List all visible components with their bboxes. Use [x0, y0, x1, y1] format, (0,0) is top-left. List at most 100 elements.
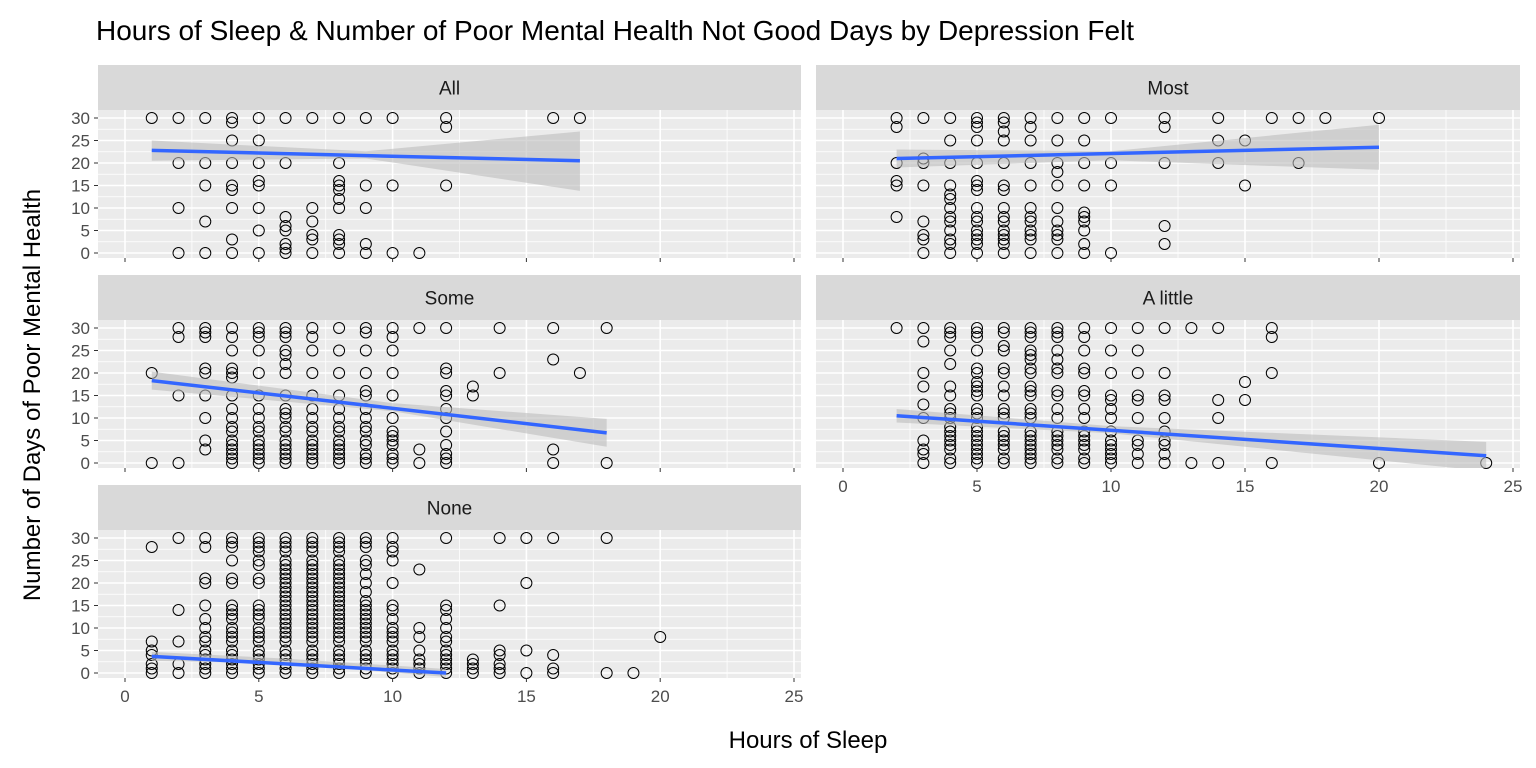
data-point: [359, 599, 372, 612]
x-tick-label: 25: [785, 687, 804, 706]
data-point: [172, 202, 185, 214]
data-point: [226, 667, 239, 679]
data-point: [333, 572, 346, 585]
data-point: [917, 179, 930, 192]
data-point: [172, 532, 185, 544]
data-point: [252, 608, 265, 621]
data-point: [1051, 202, 1064, 214]
data-point: [279, 590, 292, 603]
data-point: [279, 326, 292, 339]
data-point: [333, 112, 346, 124]
facet-panel-some: Some: [98, 275, 801, 469]
x-tick-label: 5: [972, 477, 981, 496]
data-point: [226, 604, 239, 616]
confidence-ribbon: [896, 409, 1487, 468]
data-point: [333, 617, 346, 630]
data-point: [1158, 112, 1171, 124]
y-tick-label: 15: [71, 387, 90, 406]
data-point: [1024, 215, 1037, 228]
data-point: [1078, 134, 1091, 147]
data-point: [226, 439, 239, 451]
data-point: [1105, 367, 1117, 379]
data-point: [944, 247, 957, 259]
data-point: [333, 443, 346, 456]
data-point: [1131, 367, 1144, 379]
data-point: [226, 184, 239, 196]
data-point: [333, 193, 346, 205]
data-point: [493, 667, 506, 679]
data-point: [1051, 367, 1064, 379]
data-point: [199, 599, 212, 612]
data-point: [279, 599, 292, 612]
data-point: [997, 233, 1010, 246]
data-point: [252, 322, 265, 334]
y-axes: 0 5 10 15 20 25 30 0 5 10 15 20 25 30 0 5 10 15 20 25 30: [71, 109, 98, 683]
facet-strip-label: None: [427, 499, 472, 520]
data-point: [1078, 412, 1091, 424]
data-point: [1051, 353, 1064, 366]
data-point: [440, 112, 453, 124]
data-point: [1158, 439, 1171, 451]
data-point: [359, 421, 372, 433]
data-point: [306, 331, 319, 343]
data-point: [226, 434, 239, 447]
data-point: [306, 572, 319, 585]
x-tick-label: 0: [120, 687, 129, 706]
data-point: [917, 443, 930, 456]
data-point: [1131, 412, 1144, 424]
data-point: [440, 385, 453, 397]
y-tick-label: 5: [81, 432, 90, 451]
data-point: [1024, 121, 1037, 133]
data-point: [333, 233, 346, 246]
data-point: [917, 322, 930, 334]
data-point: [359, 344, 372, 357]
data-point: [279, 595, 292, 607]
data-point: [306, 626, 319, 639]
data-point: [440, 425, 453, 438]
data-point: [1024, 353, 1037, 366]
data-point: [547, 532, 560, 544]
data-point: [252, 412, 265, 424]
data-point: [333, 595, 346, 607]
fit-line: [896, 145, 1380, 161]
data-point: [172, 112, 185, 124]
data-point: [493, 532, 506, 544]
data-point: [145, 541, 158, 553]
data-point: [252, 577, 265, 589]
data-point: [997, 125, 1010, 138]
data-point: [1051, 322, 1064, 334]
data-point: [997, 389, 1010, 402]
y-tick-label: 5: [81, 222, 90, 241]
data-point: [252, 403, 265, 415]
data-point: [1292, 112, 1305, 124]
data-point: [226, 425, 239, 438]
data-point: [333, 649, 346, 661]
data-point: [997, 179, 1010, 192]
data-point: [997, 380, 1010, 393]
data-point: [1051, 215, 1064, 228]
data-point: [600, 457, 613, 469]
data-point: [890, 322, 903, 334]
data-point: [1158, 389, 1171, 402]
data-point: [547, 667, 560, 679]
data-point: [359, 238, 372, 250]
data-point: [1131, 394, 1144, 406]
data-point: [252, 326, 265, 339]
data-point: [306, 202, 319, 214]
data-point: [1078, 112, 1091, 124]
data-point: [917, 233, 930, 246]
data-point: [226, 367, 239, 379]
data-point: [944, 202, 957, 214]
data-point: [199, 443, 212, 456]
data-point: [333, 608, 346, 621]
data-point: [333, 577, 346, 589]
data-point: [944, 439, 957, 451]
data-point: [1051, 233, 1064, 246]
data-point: [1024, 452, 1037, 465]
data-point: [145, 667, 158, 679]
data-point: [306, 545, 319, 558]
facet-strip-label: A little: [1143, 289, 1194, 310]
data-point: [252, 421, 265, 433]
data-point: [279, 224, 292, 237]
y-tick-label: 30: [71, 529, 90, 548]
